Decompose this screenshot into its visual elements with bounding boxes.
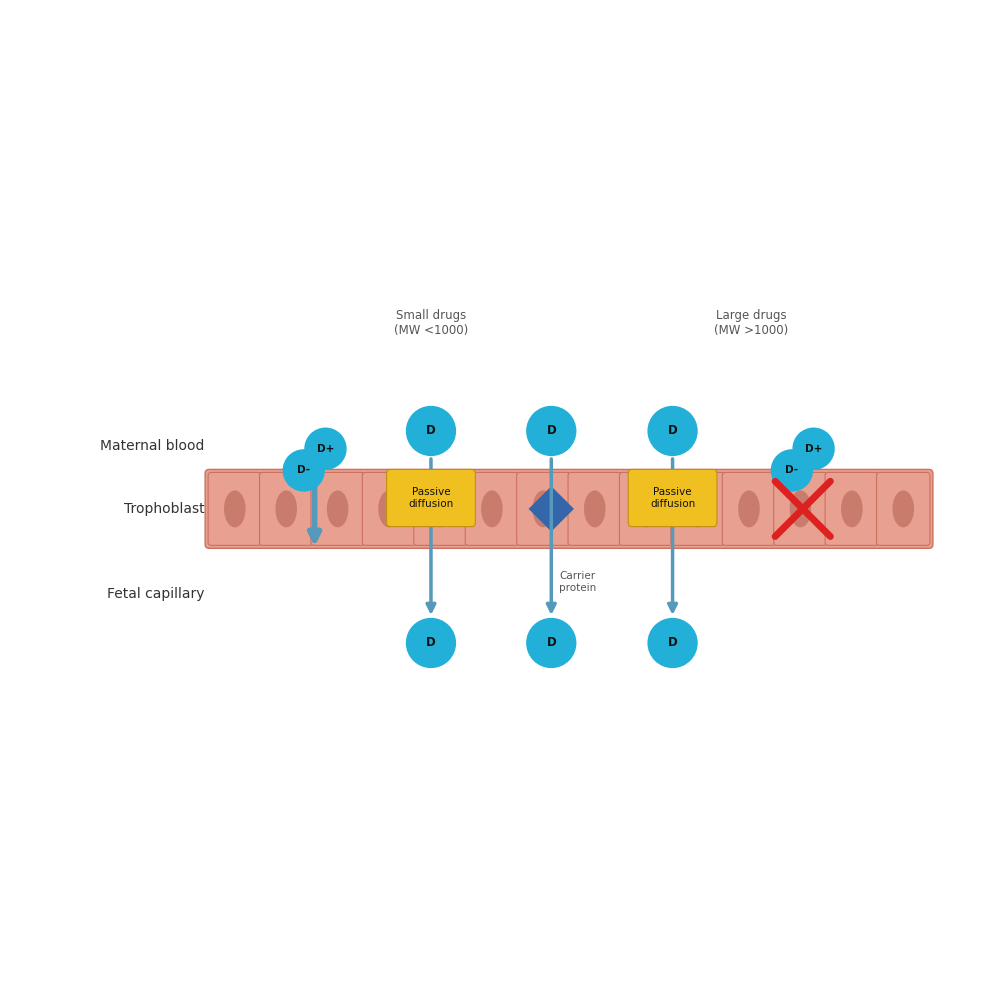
Ellipse shape xyxy=(687,490,708,527)
Text: D: D xyxy=(668,636,677,649)
Ellipse shape xyxy=(430,490,451,527)
Text: D: D xyxy=(546,424,556,437)
FancyBboxPatch shape xyxy=(414,472,467,545)
Text: D: D xyxy=(426,424,436,437)
Text: D-: D- xyxy=(785,465,798,475)
Text: D: D xyxy=(426,636,436,649)
Text: Large drugs
(MW >1000): Large drugs (MW >1000) xyxy=(714,309,789,337)
Circle shape xyxy=(771,449,813,492)
Text: Carrier
protein: Carrier protein xyxy=(559,571,596,593)
FancyBboxPatch shape xyxy=(722,472,776,545)
FancyBboxPatch shape xyxy=(671,472,724,545)
FancyBboxPatch shape xyxy=(877,472,930,545)
FancyBboxPatch shape xyxy=(619,472,673,545)
Circle shape xyxy=(283,449,325,492)
Text: Maternal blood: Maternal blood xyxy=(100,439,204,453)
FancyBboxPatch shape xyxy=(311,472,364,545)
Text: D: D xyxy=(668,424,677,437)
FancyBboxPatch shape xyxy=(362,472,416,545)
Text: Small drugs
(MW <1000): Small drugs (MW <1000) xyxy=(394,309,468,337)
Circle shape xyxy=(304,428,347,470)
Circle shape xyxy=(406,618,456,668)
Text: D: D xyxy=(546,636,556,649)
Circle shape xyxy=(526,406,576,456)
FancyBboxPatch shape xyxy=(465,472,519,545)
Ellipse shape xyxy=(738,490,760,527)
Text: Passive
diffusion: Passive diffusion xyxy=(408,487,454,509)
Circle shape xyxy=(526,618,576,668)
Ellipse shape xyxy=(275,490,297,527)
Ellipse shape xyxy=(841,490,863,527)
Ellipse shape xyxy=(533,490,554,527)
Text: Passive
diffusion: Passive diffusion xyxy=(650,487,695,509)
FancyBboxPatch shape xyxy=(628,469,717,527)
FancyBboxPatch shape xyxy=(825,472,879,545)
FancyBboxPatch shape xyxy=(568,472,621,545)
FancyBboxPatch shape xyxy=(387,469,475,527)
Circle shape xyxy=(647,406,698,456)
Ellipse shape xyxy=(224,490,246,527)
Circle shape xyxy=(792,428,835,470)
FancyBboxPatch shape xyxy=(260,472,313,545)
FancyBboxPatch shape xyxy=(774,472,827,545)
Ellipse shape xyxy=(892,490,914,527)
Ellipse shape xyxy=(584,490,606,527)
FancyBboxPatch shape xyxy=(208,472,262,545)
Ellipse shape xyxy=(481,490,503,527)
Ellipse shape xyxy=(378,490,400,527)
Text: D+: D+ xyxy=(805,444,822,454)
Text: Trophoblast: Trophoblast xyxy=(124,502,204,516)
Text: Fetal capillary: Fetal capillary xyxy=(107,587,204,601)
Text: D-: D- xyxy=(297,465,310,475)
Polygon shape xyxy=(529,486,574,532)
Circle shape xyxy=(647,618,698,668)
FancyBboxPatch shape xyxy=(205,469,933,548)
FancyBboxPatch shape xyxy=(517,472,570,545)
Ellipse shape xyxy=(790,490,811,527)
Ellipse shape xyxy=(635,490,657,527)
Ellipse shape xyxy=(327,490,348,527)
Text: D+: D+ xyxy=(317,444,334,454)
Circle shape xyxy=(406,406,456,456)
